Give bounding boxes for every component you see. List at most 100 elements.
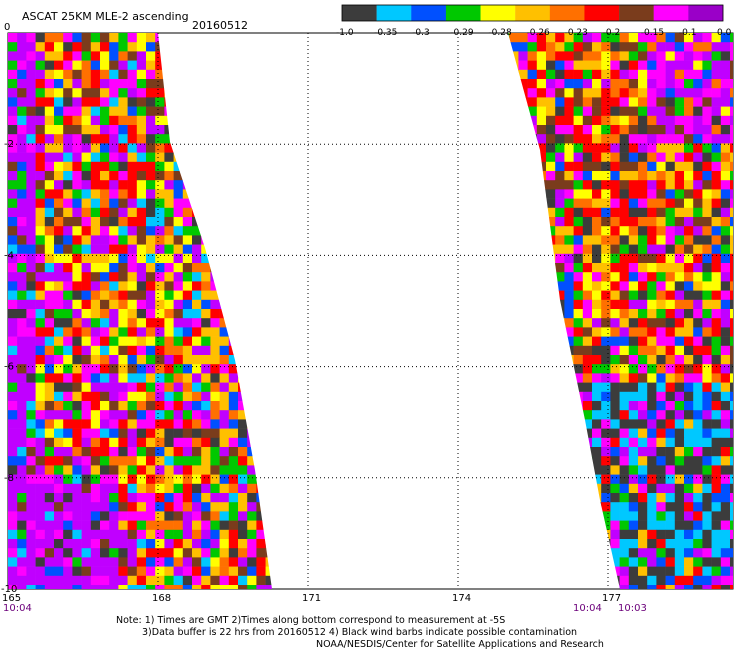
data-cell xyxy=(90,520,101,531)
data-cell xyxy=(582,152,593,163)
data-cell xyxy=(546,152,556,163)
data-cell xyxy=(72,548,82,558)
data-cell xyxy=(730,143,733,153)
data-cell xyxy=(100,60,110,71)
data-cell xyxy=(35,511,46,521)
data-cell xyxy=(610,557,620,567)
data-cell xyxy=(127,263,138,273)
data-cell xyxy=(201,493,211,503)
data-cell xyxy=(638,235,648,245)
data-cell xyxy=(638,410,648,420)
data-cell xyxy=(44,364,55,374)
data-cell xyxy=(100,483,110,494)
data-cell xyxy=(54,125,64,135)
data-cell xyxy=(44,226,55,236)
data-cell xyxy=(601,456,611,466)
data-cell xyxy=(720,253,731,264)
data-cell xyxy=(35,364,46,374)
data-cell xyxy=(582,180,593,190)
data-cell xyxy=(155,244,165,255)
data-cell xyxy=(201,456,211,466)
data-cell xyxy=(81,474,92,485)
data-cell xyxy=(118,419,128,429)
data-cell xyxy=(164,134,174,144)
data-cell xyxy=(210,364,220,374)
data-cell xyxy=(228,483,239,494)
data-cell xyxy=(564,171,574,181)
data-cell xyxy=(702,447,712,457)
data-cell xyxy=(582,244,593,255)
data-cell xyxy=(35,125,46,135)
data-cell xyxy=(582,281,593,291)
data-cell xyxy=(72,410,82,420)
data-cell xyxy=(720,355,731,365)
data-cell xyxy=(665,474,676,485)
data-cell xyxy=(127,189,138,199)
data-cell xyxy=(81,437,92,448)
data-cell xyxy=(582,327,593,337)
data-cell xyxy=(109,161,119,172)
chart-date: 20160512 xyxy=(192,19,248,32)
data-cell xyxy=(711,33,722,43)
data-cell xyxy=(81,299,92,310)
data-cell xyxy=(17,355,27,365)
data-cell xyxy=(109,520,119,531)
data-cell xyxy=(210,529,220,540)
data-cell xyxy=(182,272,193,282)
data-cell xyxy=(638,382,648,393)
data-cell xyxy=(711,437,722,448)
data-cell xyxy=(702,373,712,383)
data-cell xyxy=(17,539,27,549)
data-cell xyxy=(674,309,685,319)
data-cell xyxy=(35,152,46,163)
data-cell xyxy=(702,355,712,365)
data-cell xyxy=(109,575,119,586)
data-cell xyxy=(8,253,18,264)
data-cell xyxy=(619,309,630,319)
data-cell xyxy=(100,529,110,540)
data-cell xyxy=(35,401,46,411)
data-cell xyxy=(619,355,630,365)
data-cell xyxy=(81,355,92,365)
colorbar-swatch xyxy=(549,5,585,21)
data-cell xyxy=(164,143,174,153)
data-cell xyxy=(72,79,82,89)
y-tick-label: -6 xyxy=(4,362,14,373)
data-cell xyxy=(90,51,101,61)
data-cell xyxy=(90,364,101,374)
data-cell xyxy=(72,217,82,227)
data-cell xyxy=(238,511,248,521)
data-cell xyxy=(8,575,18,586)
data-cell xyxy=(100,171,110,181)
data-cell xyxy=(656,290,666,301)
data-cell xyxy=(592,447,602,457)
data-cell xyxy=(17,419,27,429)
data-cell xyxy=(536,152,547,163)
data-cell xyxy=(527,88,538,98)
data-cell xyxy=(628,401,639,411)
data-cell xyxy=(610,327,620,337)
data-cell xyxy=(54,235,64,245)
data-cell xyxy=(81,539,92,549)
data-cell xyxy=(601,318,611,328)
data-cell xyxy=(656,382,666,393)
data-cell xyxy=(210,309,220,319)
data-cell xyxy=(564,253,574,264)
data-cell xyxy=(619,51,630,61)
data-cell xyxy=(592,171,602,181)
data-cell xyxy=(100,539,110,549)
data-cell xyxy=(90,235,101,245)
data-cell xyxy=(619,171,630,181)
colorbar-label: -0.3 xyxy=(412,28,430,38)
data-cell xyxy=(100,152,110,163)
data-cell xyxy=(619,125,630,135)
data-cell xyxy=(127,391,138,402)
data-cell xyxy=(54,474,64,485)
data-cell xyxy=(610,97,620,107)
data-cell xyxy=(711,355,722,365)
data-cell xyxy=(693,493,703,503)
data-cell xyxy=(109,299,119,310)
data-cell xyxy=(693,125,703,135)
data-cell xyxy=(674,493,685,503)
data-cell xyxy=(136,539,147,549)
